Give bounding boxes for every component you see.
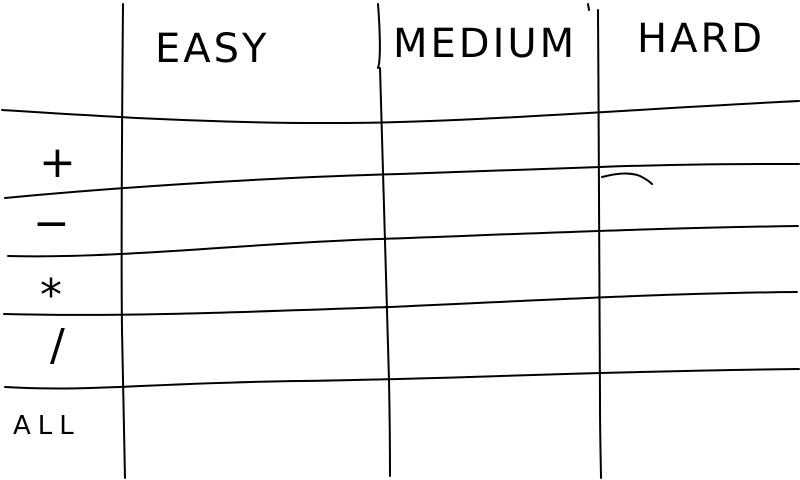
header-row-divider [1,100,800,125]
row-divider-2 [7,225,799,258]
column-divider-3 [587,3,602,479]
row-label-divide: / [50,320,65,371]
column-header-easy: EASY [155,26,269,72]
column-divider-2 [377,3,391,477]
row-divider-3 [3,291,798,316]
row-label-subtract: − [33,198,70,249]
column-divider-1 [120,3,126,479]
row-divider-4 [4,368,800,390]
row-divider-1 [4,163,800,199]
row-label-all: ALL [13,411,81,441]
column-header-medium: MEDIUM [393,21,577,67]
row-label-add: + [39,137,76,188]
row-label-multiply: * [40,270,62,321]
column-header-hard: HARD [637,16,765,62]
stray-mark [601,172,653,185]
